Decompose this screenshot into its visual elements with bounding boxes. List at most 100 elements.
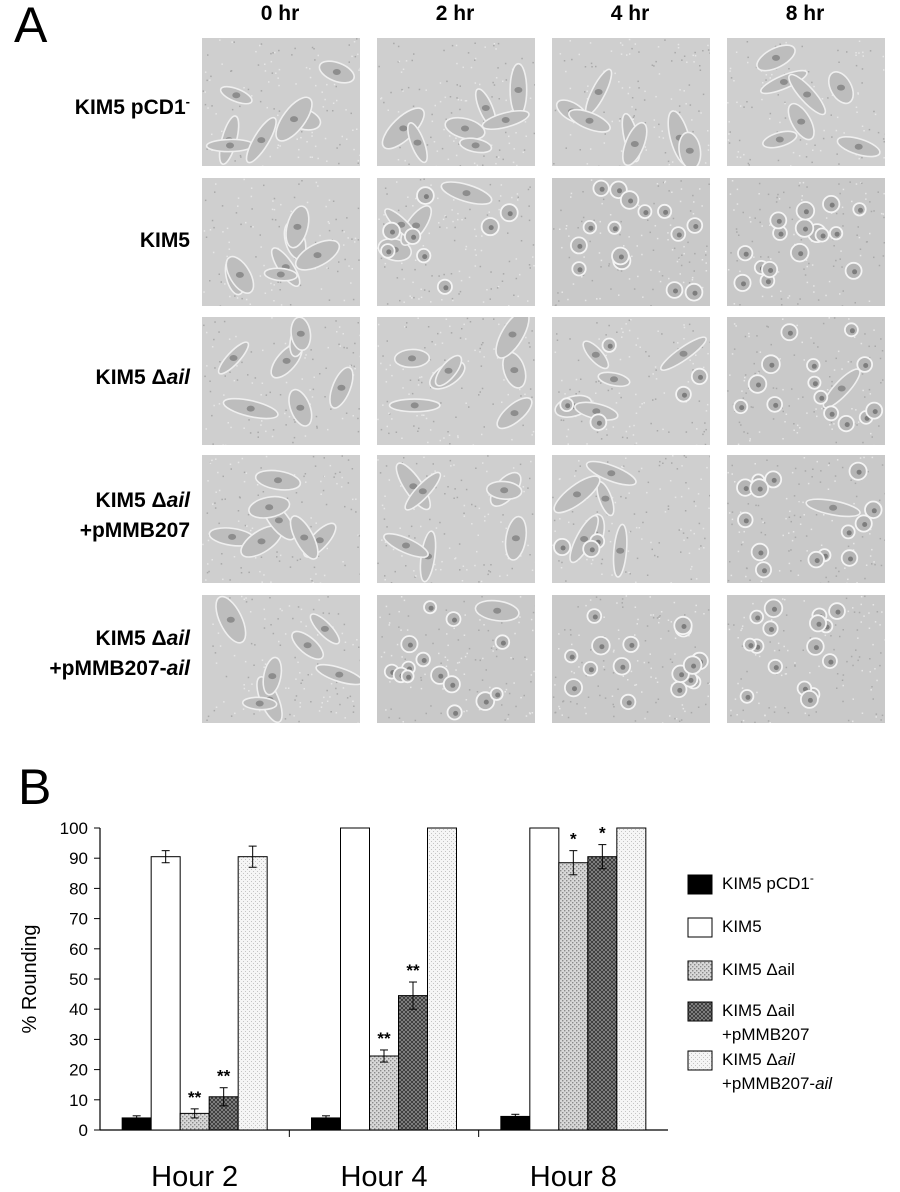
label-italic-gene: ail <box>166 489 190 512</box>
bar-3-hour-4 <box>369 1055 399 1131</box>
label-italic-gene: ail <box>166 657 190 680</box>
x-category-label: Hour 4 <box>340 1161 427 1192</box>
micrograph-row1-col4 <box>727 38 885 166</box>
legend-swatch-5 <box>687 1050 713 1071</box>
legend-swatch-2 <box>687 917 713 938</box>
label-italic-gene: ail <box>166 366 190 389</box>
bar-5-hour-2 <box>237 856 268 1131</box>
strain-label-line: KIM5 Δail <box>0 486 190 516</box>
micrograph-row5-col3 <box>552 595 710 723</box>
strain-label-line: KIM5 <box>0 226 190 256</box>
legend-label: KIM5 Δail <box>722 1001 795 1020</box>
legend-label-text: KIM5 pCD1 <box>722 874 810 893</box>
y-tick-label: 40 <box>69 1000 88 1019</box>
label-text: +pMMB207 <box>79 519 190 542</box>
legend-label-text: KIM5 Δ <box>722 1050 778 1069</box>
y-tick-label: 80 <box>69 879 88 898</box>
legend-label: KIM5 <box>722 917 762 936</box>
label-text: KIM5 pCD1 <box>74 96 186 119</box>
legend-label-italic: ail <box>778 1050 796 1069</box>
bar-3-hour-8 <box>558 862 589 1131</box>
micrograph-row4-col1 <box>202 455 360 583</box>
legend-swatch-4 <box>687 1001 713 1022</box>
strain-label-line: +pMMB207-ail <box>0 654 190 684</box>
micrograph-row4-col3 <box>552 455 710 583</box>
y-axis-label: % Rounding <box>19 925 41 1034</box>
micrograph-row2-col1 <box>202 178 360 306</box>
micrograph-row3-col1 <box>202 317 360 445</box>
x-category-label: Hour 8 <box>530 1161 617 1192</box>
legend-label: KIM5 Δail <box>722 960 795 979</box>
micrograph-row2-col4 <box>727 178 885 306</box>
y-tick-label: 50 <box>69 970 88 989</box>
legend-label-text: KIM5 Δail <box>722 1001 795 1020</box>
label-superscript: - <box>185 94 190 109</box>
bar-5-hour-8 <box>616 827 647 1131</box>
micrograph-row3-col3 <box>552 317 710 445</box>
micrograph-row4-col4 <box>727 455 885 583</box>
legend-label: KIM5 pCD1- <box>722 871 814 893</box>
y-tick-label: 30 <box>69 1030 88 1049</box>
label-italic-gene: ail <box>166 627 190 650</box>
timepoint-header-8hr: 8 hr <box>785 2 825 25</box>
significance-marker: ** <box>188 1088 202 1107</box>
strain-label-line: KIM5 pCD1- <box>0 87 190 123</box>
legend-label-text: +pMMB207 <box>722 1025 809 1044</box>
significance-marker: * <box>599 824 606 843</box>
legend-swatch-1 <box>687 874 713 895</box>
panel-a-label: A <box>14 0 48 53</box>
legend-label: +pMMB207-ail <box>722 1074 833 1093</box>
y-tick-label: 0 <box>79 1121 88 1140</box>
y-tick-label: 20 <box>69 1061 88 1080</box>
label-text: KIM5 <box>139 229 190 252</box>
micrograph-row4-col2 <box>377 455 535 583</box>
y-tick-label: 70 <box>69 910 88 929</box>
micrograph-row3-col4 <box>727 317 885 445</box>
significance-marker: ** <box>406 961 420 980</box>
micrograph-row1-col2 <box>377 38 535 166</box>
label-text: KIM5 Δ <box>95 627 167 650</box>
micrograph-row1-col3 <box>552 38 710 166</box>
bar-4-hour-4 <box>398 995 428 1131</box>
strain-label-kim5: KIM5 <box>0 226 190 256</box>
micrograph-row3-col2 <box>377 317 535 445</box>
bar-4-hour-8 <box>587 856 618 1131</box>
micrograph-row5-col4 <box>727 595 885 723</box>
micrograph-row2-col2 <box>377 178 535 306</box>
strain-label-kim5-pcd1-minus: KIM5 pCD1- <box>0 87 190 123</box>
bar-2-hour-4 <box>340 827 370 1131</box>
panel-b-label: B <box>18 759 52 815</box>
timepoint-header-4hr: 4 hr <box>610 2 650 25</box>
y-tick-label: 100 <box>60 819 88 838</box>
strain-label-line: KIM5 Δail <box>0 624 190 654</box>
strain-label-line: +pMMB207 <box>0 516 190 546</box>
micrograph-row2-col3 <box>552 178 710 306</box>
significance-marker: ** <box>377 1029 391 1048</box>
micrograph-row5-col1 <box>202 595 360 723</box>
legend-label-text: KIM5 <box>722 917 762 936</box>
timepoint-header-0hr: 0 hr <box>260 2 300 25</box>
bar-2-hour-2 <box>150 856 181 1131</box>
label-text: KIM5 Δ <box>95 489 167 512</box>
micrograph-row5-col2 <box>377 595 535 723</box>
bar-5-hour-4 <box>427 827 457 1131</box>
legend-label-italic: ail <box>815 1074 833 1093</box>
y-tick-label: 10 <box>69 1091 88 1110</box>
legend-label-superscript: - <box>810 871 814 885</box>
bar-2-hour-8 <box>529 827 560 1131</box>
label-text: +pMMB207- <box>49 657 167 680</box>
legend-label: KIM5 Δail <box>722 1050 796 1069</box>
legend-label-text: KIM5 Δail <box>722 960 795 979</box>
strain-label-line: KIM5 Δail <box>0 363 190 393</box>
significance-marker: * <box>570 830 577 849</box>
x-category-label: Hour 2 <box>151 1161 238 1192</box>
y-tick-label: 90 <box>69 849 88 868</box>
timepoint-header-2hr: 2 hr <box>435 2 475 25</box>
legend-swatch-3 <box>687 960 713 981</box>
strain-label-kim5-delta-ail-pmmb207: KIM5 Δail +pMMB207 <box>0 486 190 546</box>
legend-label: +pMMB207 <box>722 1025 809 1044</box>
strain-label-kim5-delta-ail-pmmb207-ail: KIM5 Δail +pMMB207-ail <box>0 624 190 684</box>
strain-label-kim5-delta-ail: KIM5 Δail <box>0 363 190 393</box>
micrograph-row1-col1 <box>202 38 360 166</box>
